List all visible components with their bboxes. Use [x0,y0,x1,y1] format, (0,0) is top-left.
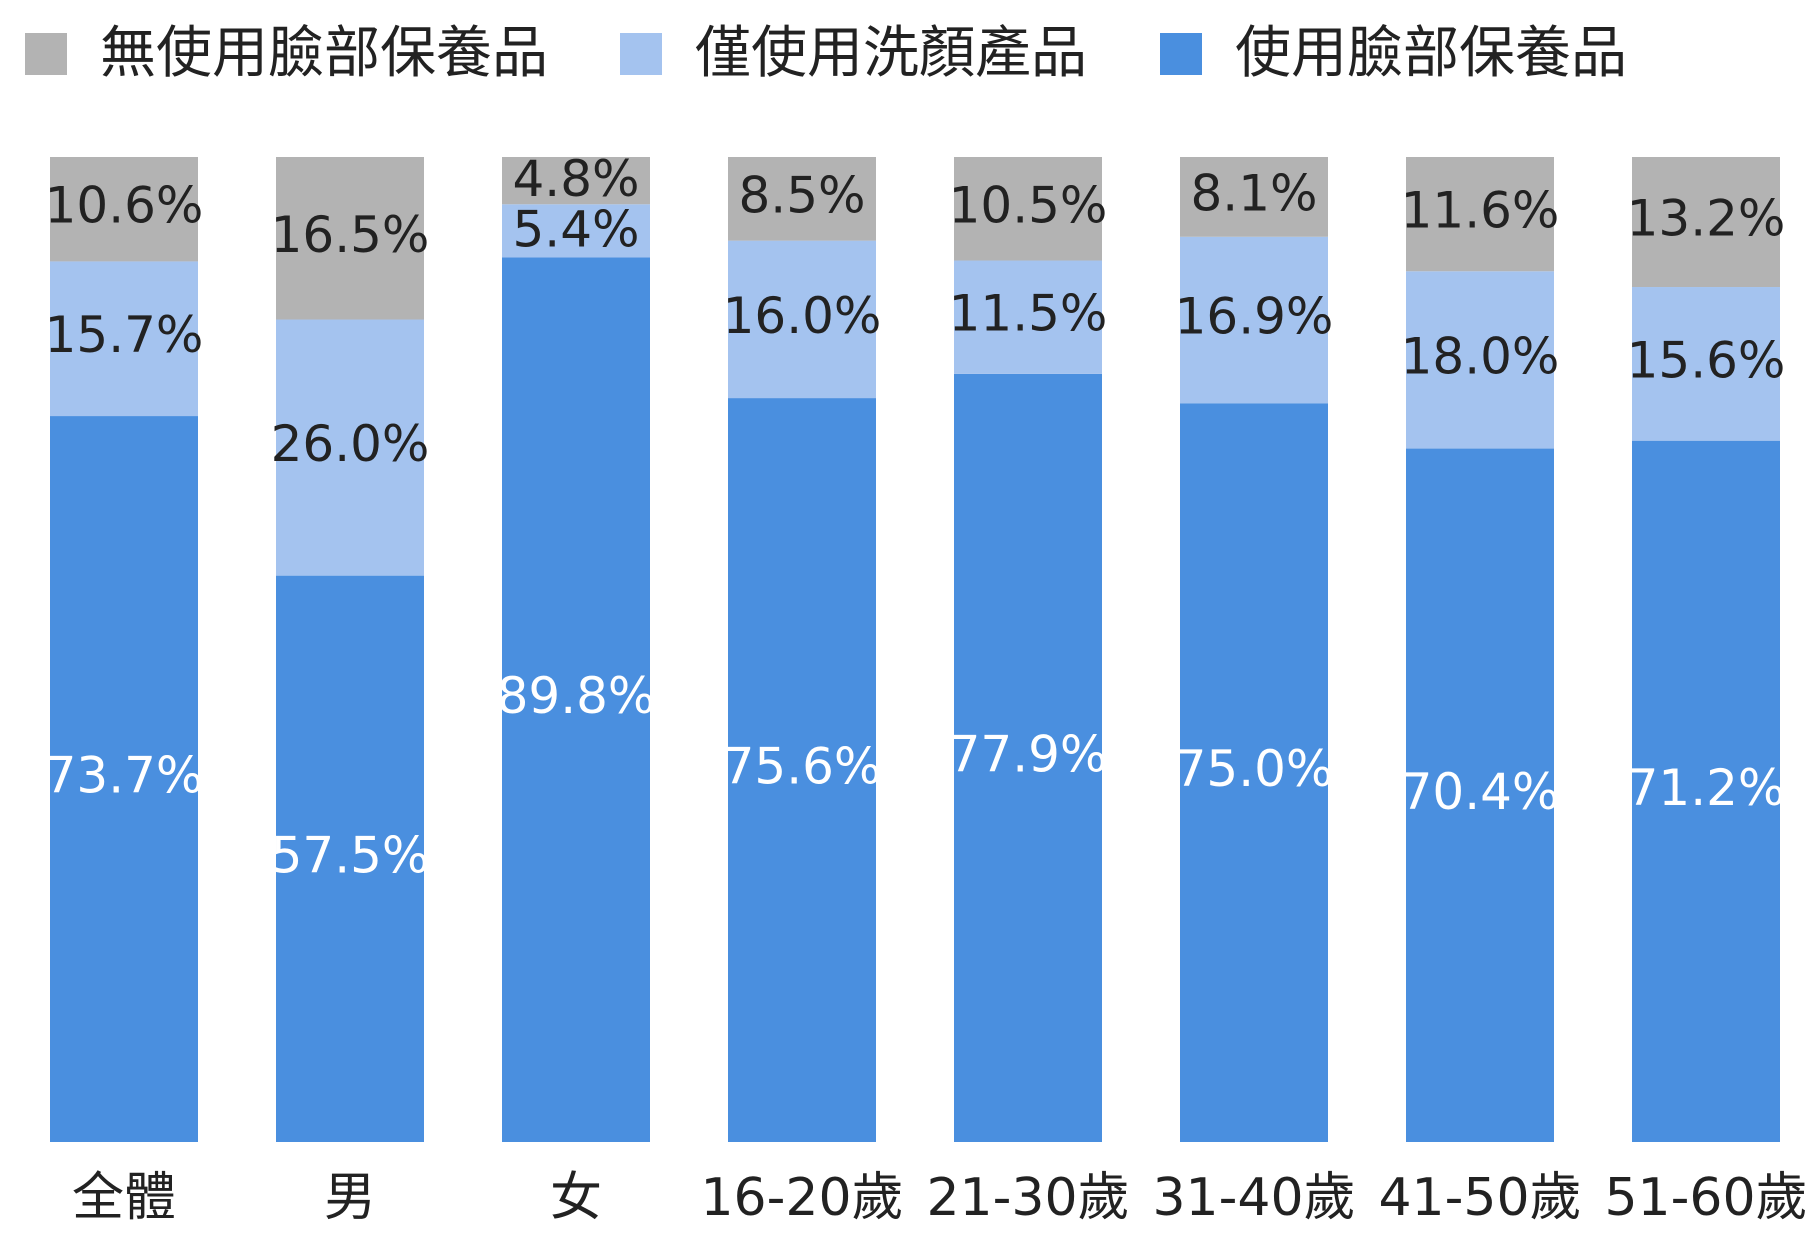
bar-segment-6-0 [1406,448,1554,1142]
legend-swatch-1 [620,33,662,75]
bar-segment-5-1 [1180,236,1328,404]
bar-segment-4-1 [954,260,1102,374]
category-label-0: 全體 [72,1168,176,1228]
bar-segment-2-2 [502,157,650,205]
value-label-3-0: 75.6% [723,738,882,796]
bar-segment-3-2 [728,157,876,241]
value-label-2-2: 4.8% [512,150,639,208]
bar-segment-1-2 [276,157,424,320]
value-label-6-0: 70.4% [1401,763,1560,821]
bar-segment-0-1 [50,261,198,417]
value-label-7-2: 13.2% [1627,190,1786,248]
chart-legend: 無使用臉部保養品 僅使用洗顏產品 使用臉部保養品 [25,21,1627,86]
bar-segment-3-0 [728,398,876,1142]
legend-swatch-2 [1160,33,1202,75]
value-label-0-2: 10.6% [45,177,204,235]
value-label-1-2: 16.5% [271,206,430,264]
legend-swatch-0 [25,33,67,75]
value-label-7-1: 15.6% [1627,331,1786,389]
bar-segment-5-0 [1180,403,1328,1142]
legend-label-1: 僅使用洗顏產品 [695,21,1087,86]
value-label-5-0: 75.0% [1175,740,1334,798]
value-label-4-1: 11.5% [949,285,1108,343]
value-label-7-0: 71.2% [1627,759,1786,817]
legend-label-0: 無使用臉部保養品 [100,21,548,86]
value-label-6-2: 11.6% [1401,182,1560,240]
value-labels-group: 73.7% 15.7% 10.6% 57.5% 26.0% 16.5% 89.8% 5.4%4… [45,150,1786,884]
value-label-2-0: 89.8% [497,667,656,725]
value-label-5-2: 8.1% [1190,164,1317,222]
value-label-1-1: 26.0% [271,415,430,473]
bar-segment-7-0 [1632,440,1780,1142]
bar-segment-4-0 [954,373,1102,1142]
value-label-1-0: 57.5% [271,826,430,884]
bar-segment-1-1 [276,319,424,576]
bar-segment-7-1 [1632,287,1780,441]
bar-segment-2-1 [502,204,650,258]
value-label-5-1: 16.9% [1175,288,1334,346]
value-label-3-2: 8.5% [738,166,865,224]
value-label-4-2: 10.5% [949,176,1108,234]
value-label-4-0: 77.9% [949,725,1108,783]
value-label-2-1: 5.4% [512,200,639,258]
value-label-3-1: 16.0% [723,287,882,345]
category-labels-group: 全體 男 女 16-20歲 21-30歲 31-40歲 41-50歲 51-60歲 [72,1168,1808,1228]
value-label-0-1: 15.7% [45,306,204,364]
bar-segment-7-2 [1632,157,1780,288]
value-label-0-0: 73.7% [45,747,204,805]
bar-segment-6-2 [1406,157,1554,272]
bar-segment-1-0 [276,575,424,1142]
category-label-7: 51-60歲 [1604,1168,1807,1228]
bar-segment-5-2 [1180,157,1328,237]
category-label-4: 21-30歲 [926,1168,1129,1228]
category-label-5: 31-40歲 [1152,1168,1355,1228]
bar-segment-3-1 [728,240,876,399]
bar-segment-2-0 [502,257,650,1143]
category-label-3: 16-20歲 [700,1168,903,1228]
value-label-6-1: 18.0% [1401,327,1560,385]
category-label-6: 41-50歲 [1378,1168,1581,1228]
category-label-1: 男 [324,1168,376,1228]
legend-label-2: 使用臉部保養品 [1235,21,1627,86]
category-label-2: 女 [550,1168,602,1228]
bar-segment-4-2 [954,157,1102,261]
bar-segment-6-1 [1406,271,1554,449]
bar-segment-0-0 [50,416,198,1142]
bar-segment-0-2 [50,157,198,262]
bars-group [50,157,1780,1143]
